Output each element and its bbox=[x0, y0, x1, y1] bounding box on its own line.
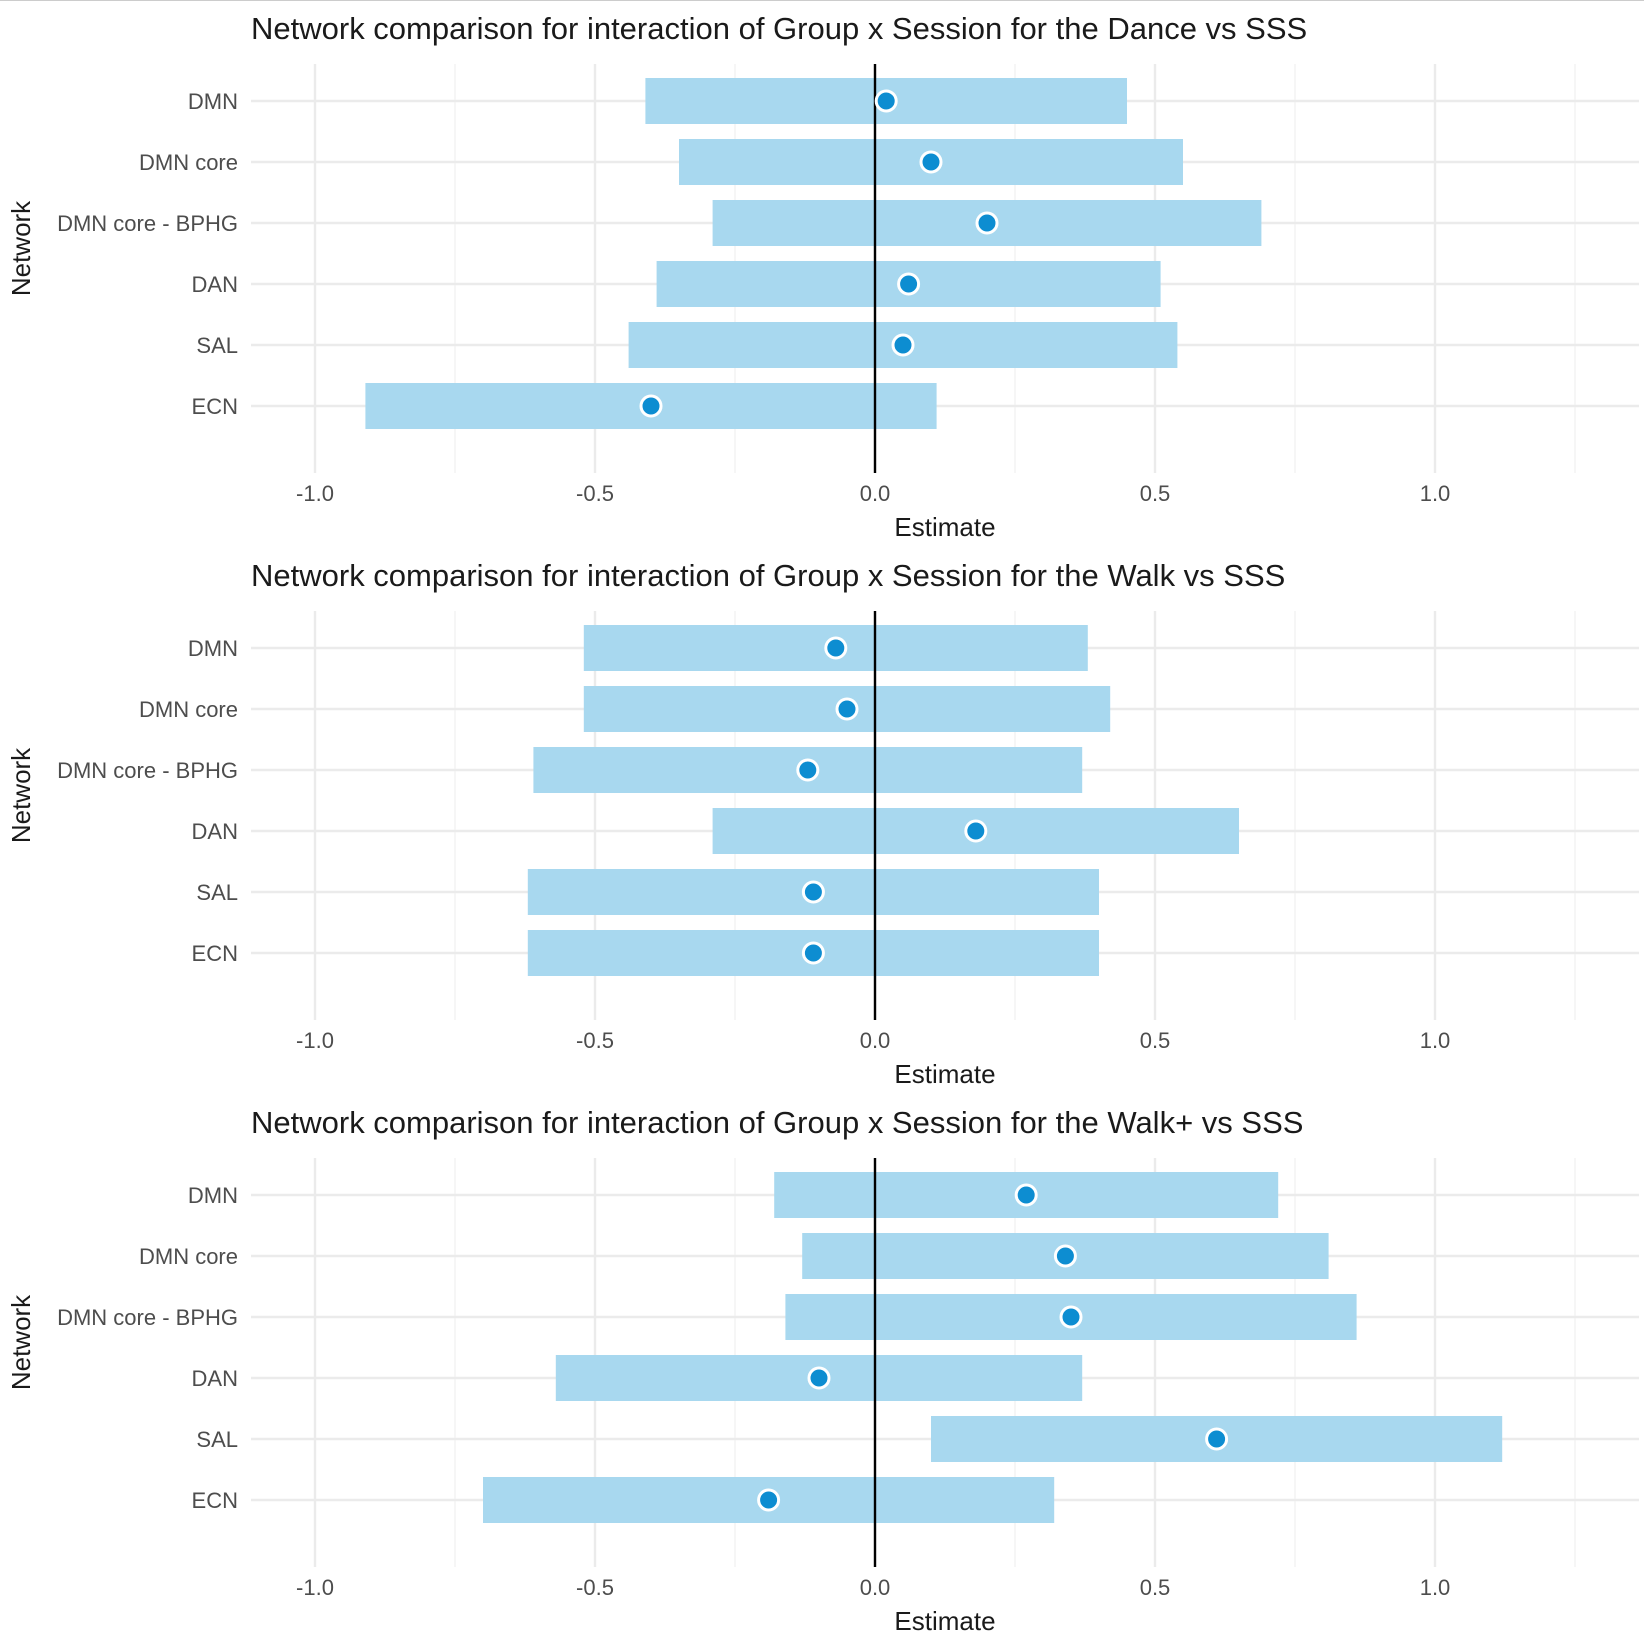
y-tick-labels: DMN DMN core DMN core - BPHG DAN SAL ECN bbox=[57, 89, 238, 419]
x-tick-labels: -1.0 -0.5 0.0 0.5 1.0 bbox=[296, 481, 1450, 506]
estimate-point bbox=[639, 394, 663, 418]
x-tick-label: 1.0 bbox=[1420, 481, 1451, 506]
y-tick-label: SAL bbox=[196, 880, 238, 905]
y-tick-labels: DMN DMN core DMN core - BPHG DAN SAL ECN bbox=[57, 1183, 238, 1513]
estimate-point bbox=[919, 150, 943, 174]
estimate-point bbox=[801, 880, 825, 904]
points bbox=[796, 636, 988, 965]
x-axis-title: Estimate bbox=[894, 1606, 995, 1635]
x-tick-label: -1.0 bbox=[296, 1028, 334, 1053]
x-tick-label: 0.5 bbox=[1140, 1028, 1171, 1053]
y-tick-label: DMN core bbox=[139, 150, 238, 175]
y-tick-label: DMN bbox=[188, 89, 238, 114]
y-axis-title: Network bbox=[6, 200, 36, 296]
y-tick-label: DAN bbox=[192, 1366, 238, 1391]
x-tick-label: 1.0 bbox=[1420, 1028, 1451, 1053]
estimate-point bbox=[757, 1488, 781, 1512]
estimate-point bbox=[835, 697, 859, 721]
points bbox=[757, 1183, 1229, 1512]
estimate-point bbox=[1205, 1427, 1229, 1451]
panel-title: Network comparison for interaction of Gr… bbox=[251, 1105, 1303, 1140]
y-tick-label: ECN bbox=[192, 1488, 238, 1513]
y-tick-label: DMN core bbox=[139, 697, 238, 722]
estimate-point bbox=[1059, 1305, 1083, 1329]
x-axis-title: Estimate bbox=[894, 512, 995, 542]
y-tick-label: SAL bbox=[196, 333, 238, 358]
y-tick-label: SAL bbox=[196, 1427, 238, 1452]
y-tick-labels: DMN DMN core DMN core - BPHG DAN SAL ECN bbox=[57, 636, 238, 966]
panel-title: Network comparison for interaction of Gr… bbox=[251, 11, 1307, 46]
x-tick-label: 0.0 bbox=[860, 481, 891, 506]
estimate-point bbox=[891, 333, 915, 357]
y-tick-label: ECN bbox=[192, 394, 238, 419]
bars bbox=[365, 78, 1262, 429]
points bbox=[639, 89, 999, 418]
estimate-point bbox=[796, 758, 820, 782]
x-tick-label: 0.0 bbox=[860, 1028, 891, 1053]
y-tick-label: ECN bbox=[192, 941, 238, 966]
x-tick-label: 0.5 bbox=[1140, 1575, 1171, 1600]
y-axis-title: Network bbox=[6, 747, 36, 843]
estimate-point bbox=[897, 272, 921, 296]
y-tick-label: DAN bbox=[192, 819, 238, 844]
y-axis-title: Network bbox=[6, 1294, 36, 1390]
panel-walk: Network comparison for interaction of Gr… bbox=[6, 558, 1639, 1089]
panel-title: Network comparison for interaction of Gr… bbox=[251, 558, 1285, 593]
y-tick-label: DMN bbox=[188, 1183, 238, 1208]
x-tick-label: -1.0 bbox=[296, 1575, 334, 1600]
estimate-point bbox=[1053, 1244, 1077, 1268]
estimate-point bbox=[975, 211, 999, 235]
estimate-point bbox=[964, 819, 988, 843]
x-axis-title: Estimate bbox=[894, 1059, 995, 1089]
panel-dance: Network comparison for interaction of Gr… bbox=[6, 11, 1639, 542]
y-tick-label: DAN bbox=[192, 272, 238, 297]
y-tick-label: DMN core bbox=[139, 1244, 238, 1269]
estimate-point bbox=[824, 636, 848, 660]
bars bbox=[527, 625, 1239, 976]
estimate-point bbox=[807, 1366, 831, 1390]
x-tick-label: -0.5 bbox=[576, 1028, 614, 1053]
x-tick-labels: -1.0 -0.5 0.0 0.5 1.0 bbox=[296, 1028, 1450, 1053]
y-tick-label: DMN core - BPHG bbox=[57, 1305, 238, 1330]
x-tick-labels: -1.0 -0.5 0.0 0.5 1.0 bbox=[296, 1575, 1450, 1600]
bars bbox=[483, 1172, 1503, 1523]
y-tick-label: DMN core - BPHG bbox=[57, 211, 238, 236]
x-tick-label: -0.5 bbox=[576, 481, 614, 506]
estimate-point bbox=[801, 941, 825, 965]
y-tick-label: DMN core - BPHG bbox=[57, 758, 238, 783]
x-tick-label: 0.0 bbox=[860, 1575, 891, 1600]
estimate-point bbox=[874, 89, 898, 113]
panel-walk-plus: Network comparison for interaction of Gr… bbox=[6, 1105, 1639, 1635]
x-tick-label: -0.5 bbox=[576, 1575, 614, 1600]
x-tick-label: -1.0 bbox=[296, 481, 334, 506]
x-tick-label: 1.0 bbox=[1420, 1575, 1451, 1600]
y-tick-label: DMN bbox=[188, 636, 238, 661]
x-tick-label: 0.5 bbox=[1140, 481, 1171, 506]
estimate-point bbox=[1014, 1183, 1038, 1207]
